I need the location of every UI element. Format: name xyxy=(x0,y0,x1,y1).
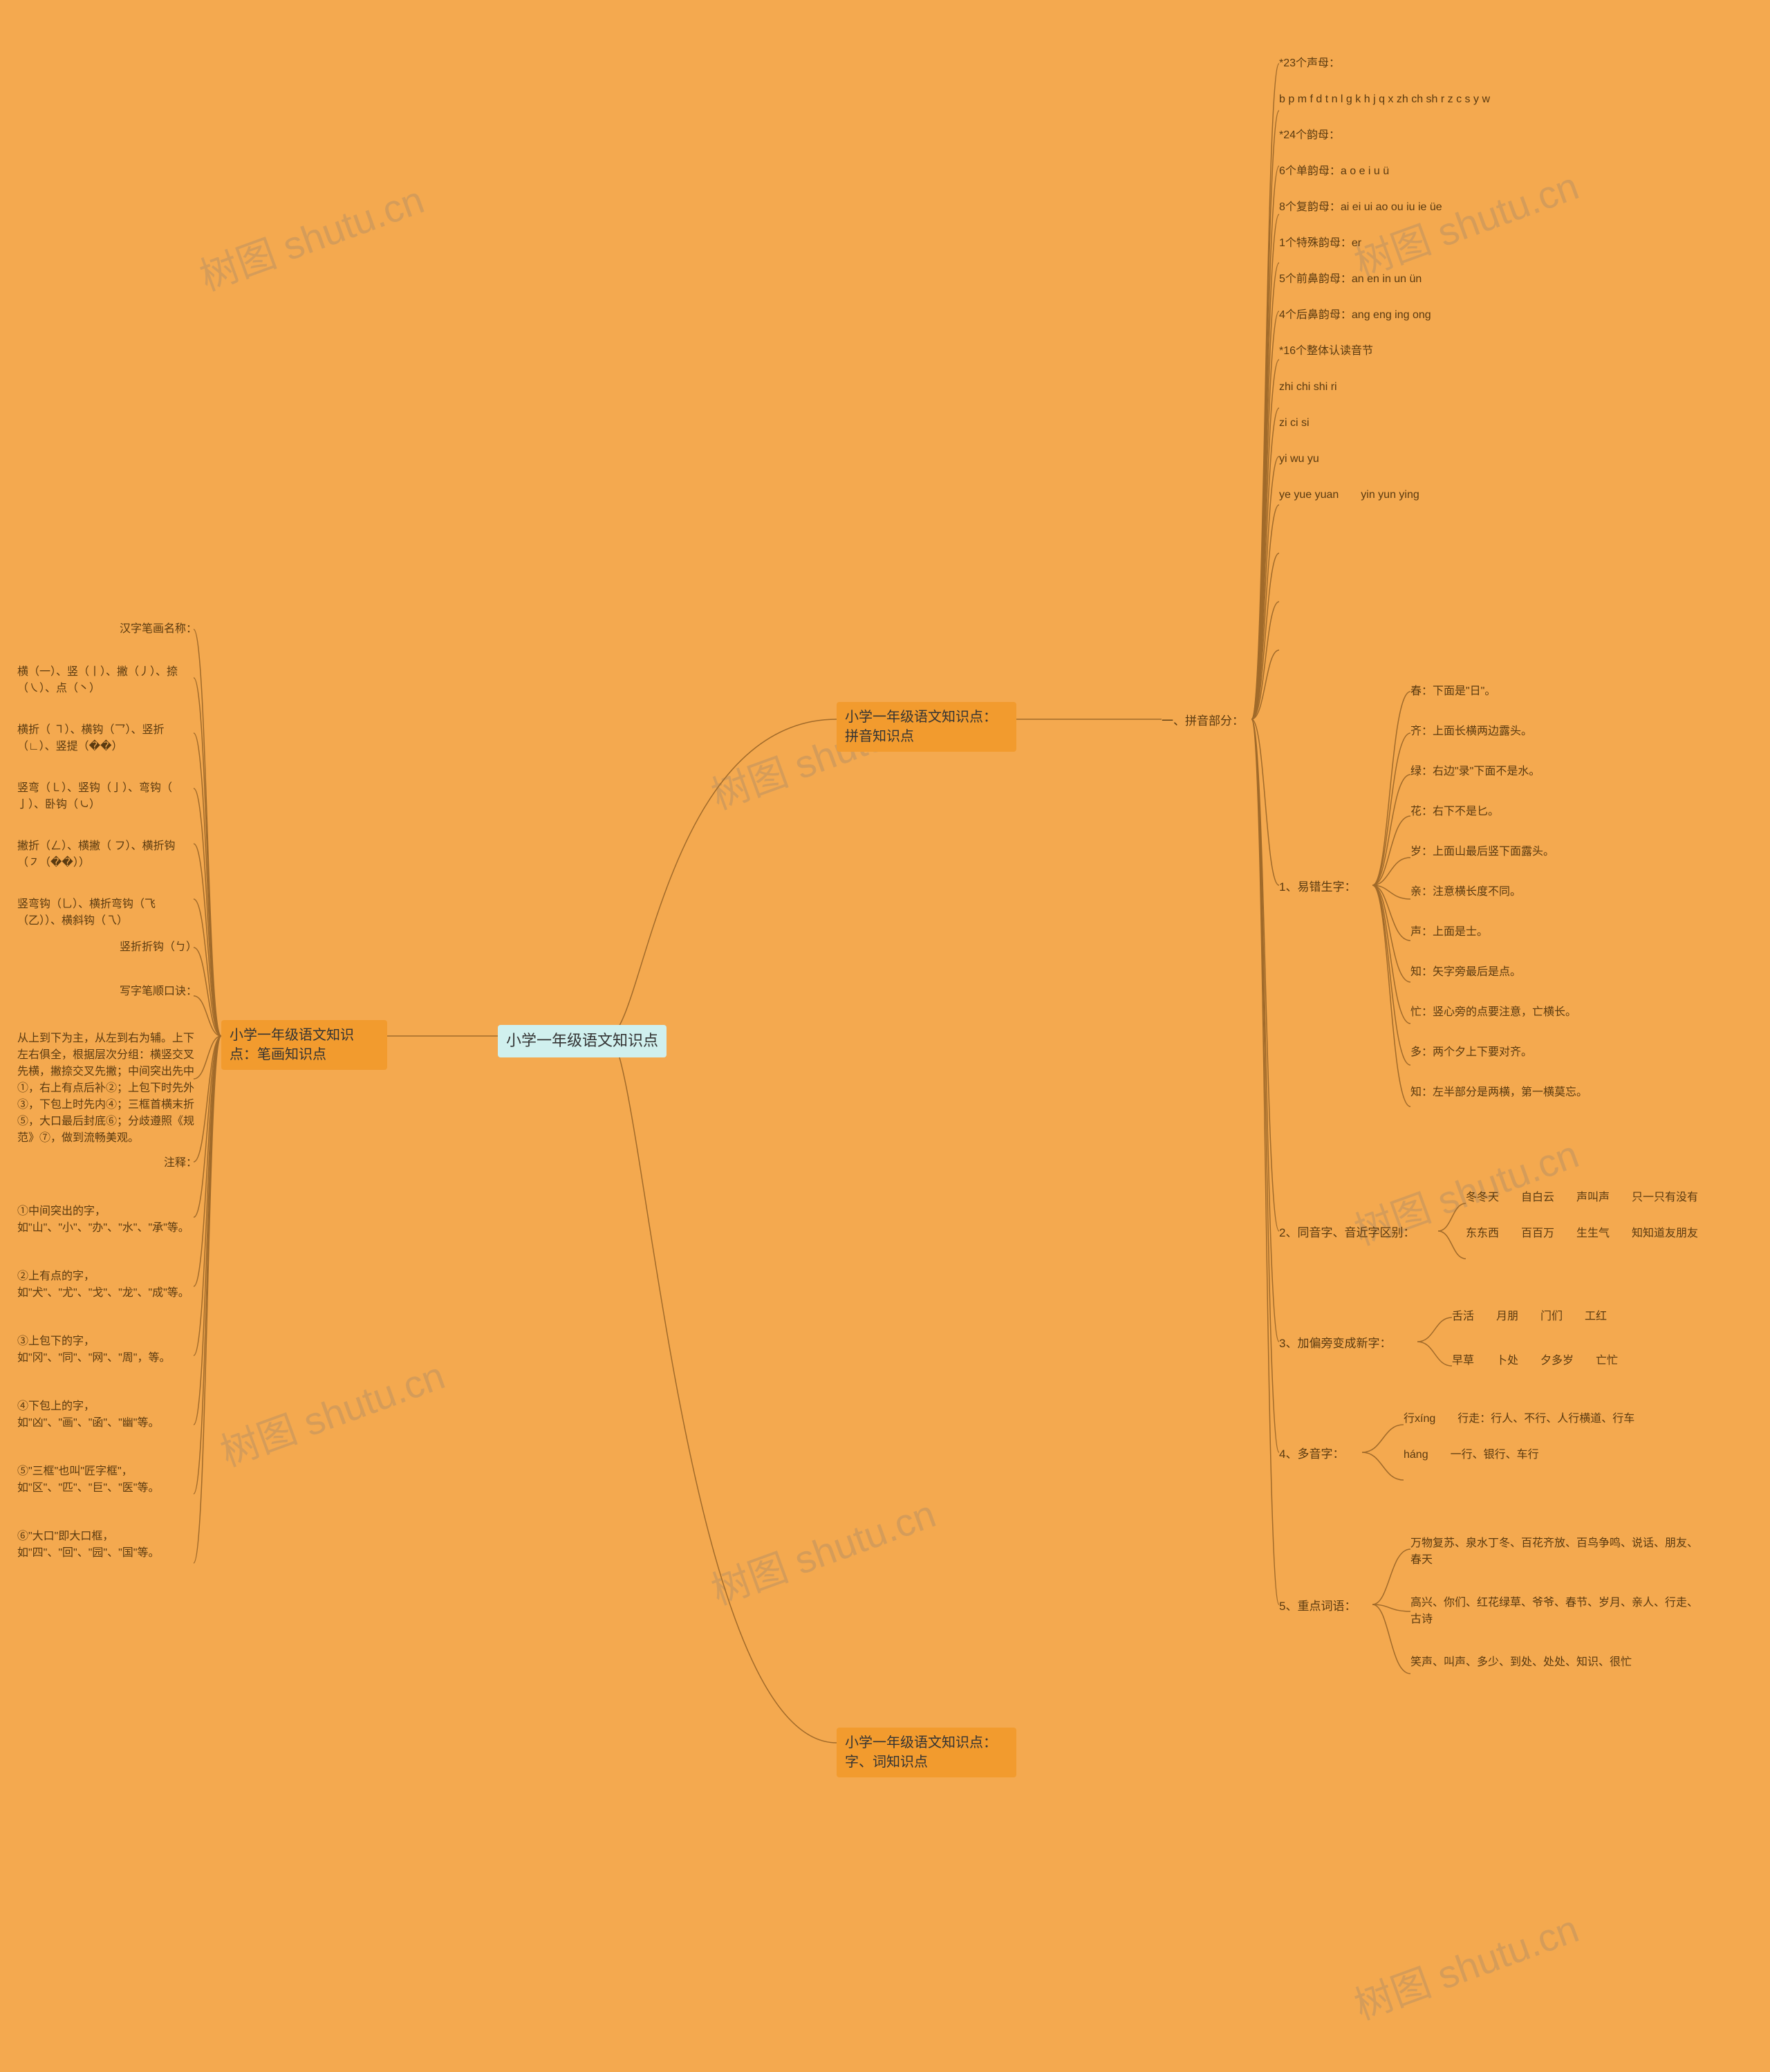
leaf-zt3: yi wu yu xyxy=(1279,451,1569,468)
bihua-h1: 汉字笔画名称： xyxy=(17,621,197,638)
bihua-s2: 横折（ ㇕）、横钩（乛）、竖折（∟）、竖提（��） xyxy=(17,722,197,755)
watermark: 树图 shutu.cn xyxy=(1345,1898,1585,2031)
ciyu-l1: 万物复苏、泉水丁冬、百花齐放、百鸟争鸣、说话、朋友、春天 xyxy=(1410,1535,1701,1569)
bihua-n2: ②上有点的字，如"犬"、"尤"、"戈"、"龙"、"成"等。 xyxy=(17,1268,197,1302)
tongyin-header: 2、同音字、音近字区别： xyxy=(1279,1223,1415,1240)
bihua-n4: ④下包上的字，如"凶"、"画"、"函"、"幽"等。 xyxy=(17,1398,197,1432)
duoyin-items: 行xíng 行走：行人、不行、人行横道、行车 háng 一行、银行、车行 xyxy=(1404,1411,1735,1483)
watermark: 树图 shutu.cn xyxy=(702,1483,942,1616)
bihua-notes: ①中间突出的字，如"山"、"小"、"办"、"水"、"承"等。 ②上有点的字，如"… xyxy=(17,1203,197,1581)
duoyin-l2: háng 一行、银行、车行 xyxy=(1404,1447,1694,1463)
branch-pinyin: 小学一年级语文知识点：拼音知识点 xyxy=(837,702,1016,752)
yicuo-lv: 绿：右边"录"下面不是水。 xyxy=(1410,764,1587,780)
leaf-te: 1个特殊韵母：er xyxy=(1279,235,1569,252)
pianpang-l2: 早草 卜处 夕多岁 亡忙 xyxy=(1452,1353,1618,1369)
yicuo-sheng: 声：上面是士。 xyxy=(1410,924,1587,941)
yicuo-mang: 忙：竖心旁的点要注意，亡横长。 xyxy=(1410,1004,1587,1021)
bihua-n5: ⑤"三框"也叫"匠字框"，如"区"、"匹"、"巨"、"医"等。 xyxy=(17,1463,197,1497)
yicuo-zhi: 知：矢字旁最后是点。 xyxy=(1410,964,1587,981)
pianpang-header: 3、加偏旁变成新字： xyxy=(1279,1333,1391,1351)
yicuo-qi: 齐：上面长横两边露头。 xyxy=(1410,723,1587,740)
branch-bihua: 小学一年级语文知识点：笔画知识点 xyxy=(221,1020,387,1070)
leaf-zt-h: *16个整体认读音节 xyxy=(1279,343,1569,360)
duoyin-header: 4、多音字： xyxy=(1279,1444,1344,1461)
ciyu-items: 万物复苏、泉水丁冬、百花齐放、百鸟争鸣、说话、朋友、春天 高兴、你们、红花绿草、… xyxy=(1410,1535,1729,1690)
tongyin-l1: 冬冬天 自白云 声叫声 只一只有没有 xyxy=(1466,1190,1742,1206)
bihua-h2: 写字笔顺口诀： xyxy=(17,983,197,1000)
bihua-h3: 注释： xyxy=(17,1155,197,1172)
bihua-koujue-wrap: 从上到下为主，从左到右为辅。上下左右俱全，根据层次分组：横竖交叉先横，撇捺交叉先… xyxy=(17,1030,197,1167)
yicuo-zhi2: 知：左半部分是两横，第一横莫忘。 xyxy=(1410,1084,1587,1101)
bihua-s3: 竖弯（㇄）、竖钩（亅）、弯钩（ 亅）、卧钩（㇃） xyxy=(17,780,197,813)
duoyin-l1: 行xíng 行走：行人、不行、人行横道、行车 xyxy=(1404,1411,1694,1427)
leaf-qianbi: 5个前鼻韵母：an en in un ün xyxy=(1279,271,1569,288)
leaf-houbi: 4个后鼻韵母：ang eng ing ong xyxy=(1279,307,1569,324)
pinyin-leaves: *23个声母： b p m f d t n l g k h j q x zh c… xyxy=(1279,55,1569,523)
watermark: 树图 shutu.cn xyxy=(191,169,431,302)
bihua-s5: 竖弯钩（乚）、横折弯钩（飞（乙））、横斜钩（乁） xyxy=(17,896,197,929)
ciyu-header: 5、重点词语： xyxy=(1279,1596,1356,1613)
pianpang-items: 舌活 月朋 门们 工红 早草 卜处 夕多岁 亡忙 xyxy=(1452,1308,1618,1389)
leaf-zt4: ye yue yuan yin yun ying xyxy=(1279,487,1569,503)
root-node: 小学一年级语文知识点 xyxy=(498,1025,667,1057)
leaf-zt1: zhi chi shi ri xyxy=(1279,379,1569,396)
tongyin-items: 冬冬天 自白云 声叫声 只一只有没有 东东西 百百万 生生气 知知道友朋友 xyxy=(1466,1190,1742,1261)
bihua-s6-wrap: 竖折折钩（ㄅ） 写字笔顺口诀： xyxy=(17,939,197,1021)
bihua-n3: ③上包下的字，如"冈"、"同"、"网"、"周"，等。 xyxy=(17,1333,197,1367)
leaf-yunmu-h: *24个韵母： xyxy=(1279,127,1569,144)
watermark: 树图 shutu.cn xyxy=(212,1344,451,1477)
leaf-fu: 8个复韵母：ai ei ui ao ou iu ie üe xyxy=(1279,199,1569,216)
yicuo-header: 1、易错生字： xyxy=(1279,877,1356,894)
leaf-dan: 6个单韵母：a o e i u ü xyxy=(1279,163,1569,180)
bihua-n6: ⑥"大口"即大口框，如"四"、"回"、"园"、"国"等。 xyxy=(17,1528,197,1562)
pinyin-section-label: 一、拼音部分： xyxy=(1162,711,1244,728)
bihua-s6: 竖折折钩（ㄅ） xyxy=(17,939,197,956)
bihua-s4: 撇折（ㄥ）、横撇（ フ）、横折钩（㇇（��）） xyxy=(17,838,197,871)
pianpang-l1: 舌活 月朋 门们 工红 xyxy=(1452,1308,1618,1325)
yicuo-duo: 多：两个夕上下要对齐。 xyxy=(1410,1044,1587,1061)
yicuo-chun: 春：下面是"日"。 xyxy=(1410,683,1587,700)
leaf-zt2: zi ci si xyxy=(1279,415,1569,432)
yicuo-qin: 亲：注意横长度不同。 xyxy=(1410,884,1587,900)
bihua-s1: 横（一）、竖（丨）、撇（丿）、捺（㇏）、点（丶） xyxy=(17,664,197,697)
leaf-shengmu-h: *23个声母： xyxy=(1279,55,1569,72)
bihua-strokes: 横（一）、竖（丨）、撇（丿）、捺（㇏）、点（丶） 横折（ ㇕）、横钩（乛）、竖折… xyxy=(17,664,197,954)
yicuo-items: 春：下面是"日"。 齐：上面长横两边露头。 绿：右边"录"下面不是水。 花：右下… xyxy=(1410,683,1587,1125)
tongyin-l2: 东东西 百百万 生生气 知知道友朋友 xyxy=(1466,1225,1742,1242)
ciyu-l2: 高兴、你们、红花绿草、爷爷、春节、岁月、亲人、行走、古诗 xyxy=(1410,1595,1701,1628)
yicuo-sui: 岁：上面山最后竖下面露头。 xyxy=(1410,844,1587,860)
bihua-n1: ①中间突出的字，如"山"、"小"、"办"、"水"、"承"等。 xyxy=(17,1203,197,1237)
ciyu-l3: 笑声、叫声、多少、到处、处处、知识、很忙 xyxy=(1410,1654,1701,1671)
bihua-h3-wrap: 注释： xyxy=(17,1155,197,1192)
bihua-koujue: 从上到下为主，从左到右为辅。上下左右俱全，根据层次分组：横竖交叉先横，撇捺交叉先… xyxy=(17,1030,197,1147)
leaf-shengmu: b p m f d t n l g k h j q x zh ch sh r z… xyxy=(1279,91,1569,108)
branch-zici: 小学一年级语文知识点：字、词知识点 xyxy=(837,1728,1016,1777)
yicuo-hua: 花：右下不是匕。 xyxy=(1410,804,1587,820)
bihua-leaves-top: 汉字笔画名称： xyxy=(17,621,197,665)
